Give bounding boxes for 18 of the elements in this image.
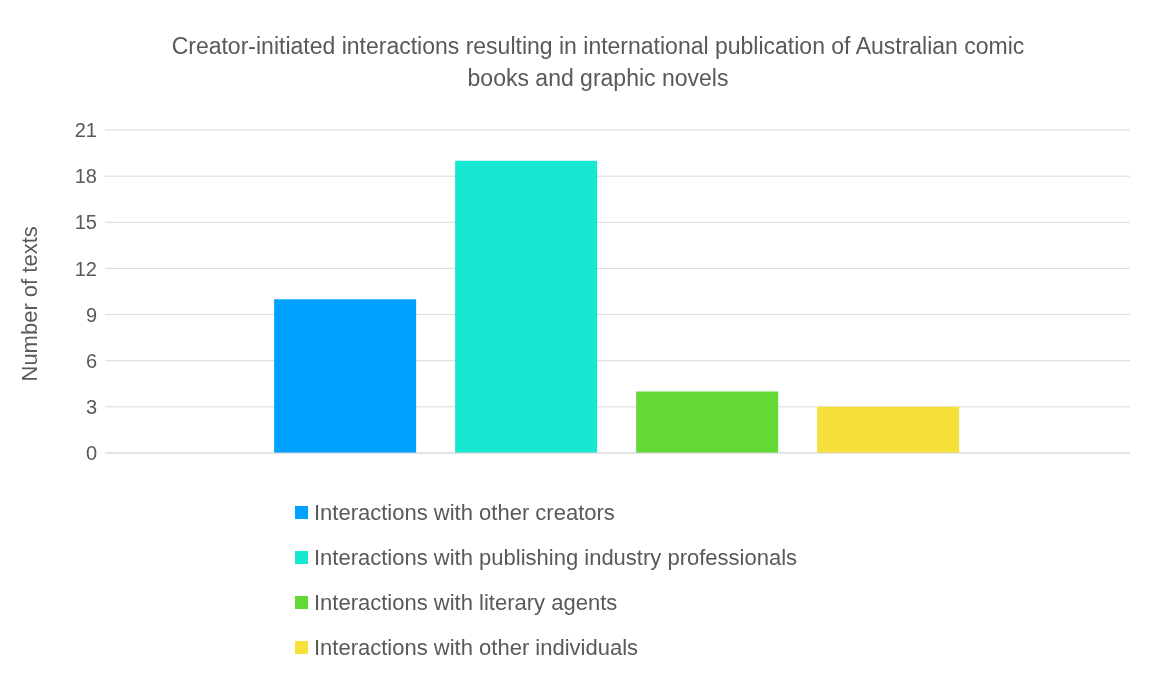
y-tick-label: 9 — [85, 303, 97, 326]
legend-label: Interactions with other individuals — [314, 634, 639, 661]
bar — [274, 299, 417, 453]
bar — [455, 160, 598, 453]
legend-label: Interactions with literary agents — [314, 589, 618, 616]
bar — [817, 406, 960, 453]
y-tick-label: 12 — [74, 257, 97, 280]
bar — [636, 391, 779, 453]
y-tick-label: 21 — [74, 119, 97, 142]
y-tick-label: 3 — [85, 395, 97, 418]
y-tick-label: 18 — [74, 165, 97, 188]
y-tick-label: 15 — [74, 211, 97, 234]
y-axis-title: Number of texts — [16, 226, 42, 382]
y-tick-label: 0 — [85, 442, 97, 465]
legend-label: Interactions with other creators — [314, 499, 615, 526]
legend-label: Interactions with publishing industry professionals — [314, 544, 798, 571]
chart-title: Creator-initiated interactions resulting in international publication of Australian comic books and graphic novels — [170, 32, 1026, 93]
y-tick-label: 6 — [85, 349, 97, 372]
